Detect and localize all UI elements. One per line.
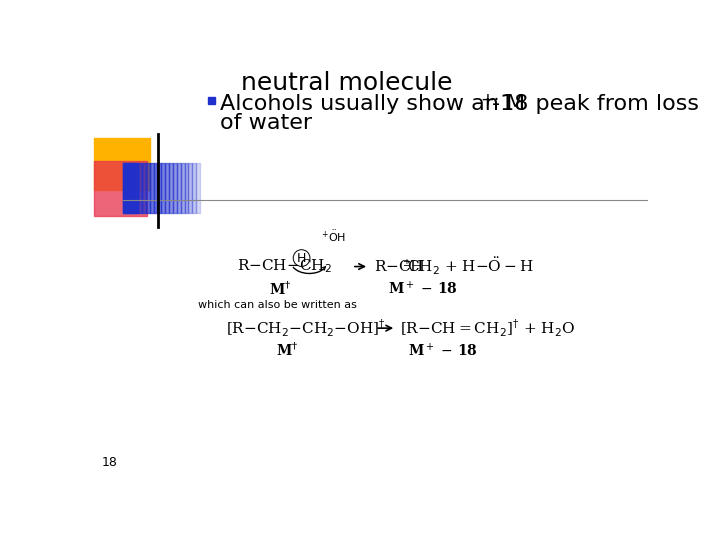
Bar: [192, 164, 196, 213]
Text: of water: of water: [220, 112, 312, 132]
Bar: [184, 164, 189, 213]
Bar: [127, 164, 130, 213]
Text: M$^{\mathregular{\dagger}}$: M$^{\mathregular{\dagger}}$: [276, 342, 299, 359]
Bar: [122, 164, 138, 213]
Text: $\mathregular{^+\!\ddot{O}H}$: $\mathregular{^+\!\ddot{O}H}$: [320, 229, 346, 244]
Bar: [145, 164, 150, 213]
Text: M$^{\mathregular{\dagger}}$: M$^{\mathregular{\dagger}}$: [269, 280, 291, 298]
Bar: [134, 164, 138, 213]
Text: R$\mathregular{-}$CH: R$\mathregular{-}$CH: [374, 259, 424, 274]
Bar: [94, 161, 147, 217]
Bar: [142, 164, 145, 213]
Text: neutral molecule: neutral molecule: [241, 71, 453, 95]
Bar: [169, 164, 173, 213]
Bar: [181, 164, 184, 213]
Bar: [161, 164, 165, 213]
Text: 18: 18: [102, 456, 117, 469]
Text: $\mathregular{\pm}$: $\mathregular{\pm}$: [402, 257, 411, 268]
Text: M$^+$ $-$ 18: M$^+$ $-$ 18: [388, 280, 458, 298]
Bar: [177, 164, 181, 213]
Bar: [153, 164, 158, 213]
Bar: [94, 138, 150, 190]
Text: [R$\mathregular{-}$CH$\mathregular{=}$CH$_2$]$^{\mathregular{\dagger}}$ + H$_2$O: [R$\mathregular{-}$CH$\mathregular{=}$CH…: [400, 318, 575, 339]
Bar: [122, 164, 127, 213]
Text: +·: +·: [481, 91, 500, 109]
Bar: [165, 164, 169, 213]
Text: R$\mathregular{-}$CH$\mathregular{-}$CH$_2$: R$\mathregular{-}$CH$\mathregular{-}$CH$…: [238, 258, 332, 275]
Text: -18 peak from loss: -18 peak from loss: [492, 94, 699, 114]
Bar: [158, 164, 161, 213]
Text: [R$\mathregular{-}$CH$_2\mathregular{-}$CH$_2\mathregular{-}$OH]$^{\mathregular{: [R$\mathregular{-}$CH$_2\mathregular{-}$…: [225, 318, 385, 339]
Text: Alcohols usually show an M: Alcohols usually show an M: [220, 94, 526, 114]
Text: which can also be written as: which can also be written as: [199, 300, 357, 309]
Bar: [138, 164, 142, 213]
Bar: [208, 97, 215, 104]
Bar: [196, 164, 200, 213]
Bar: [173, 164, 177, 213]
Bar: [150, 164, 153, 213]
Bar: [189, 164, 192, 213]
Text: CH$_2$ + H$\mathregular{-\ddot{O}-}$H: CH$_2$ + H$\mathregular{-\ddot{O}-}$H: [407, 256, 534, 277]
Bar: [130, 164, 134, 213]
Text: H: H: [297, 252, 306, 265]
Text: M$^+$ $-$ 18: M$^+$ $-$ 18: [408, 342, 477, 359]
